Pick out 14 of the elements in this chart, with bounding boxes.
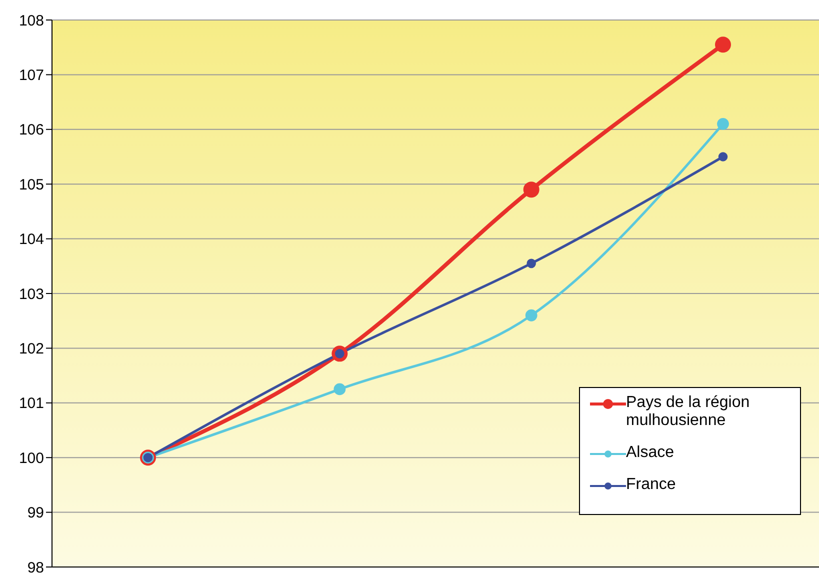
y-tick-label: 102 — [18, 340, 44, 358]
y-tick-label: 105 — [18, 176, 44, 194]
y-tick-label: 101 — [18, 395, 44, 412]
y-tick-label: 104 — [18, 231, 44, 248]
y-tick-label: 106 — [18, 122, 44, 139]
legend-label: Alsace — [626, 444, 674, 462]
y-tick-label: 99 — [27, 504, 44, 522]
legend-label: France — [626, 476, 676, 494]
y-tick-label: 103 — [18, 286, 44, 303]
y-tick-label: 98 — [27, 559, 44, 575]
y-tick-label: 108 — [18, 12, 44, 30]
y-tick-label: 100 — [18, 450, 44, 467]
legend-label: Pays de la région mulhousienne — [626, 394, 751, 430]
y-tick-label: 107 — [18, 67, 44, 84]
